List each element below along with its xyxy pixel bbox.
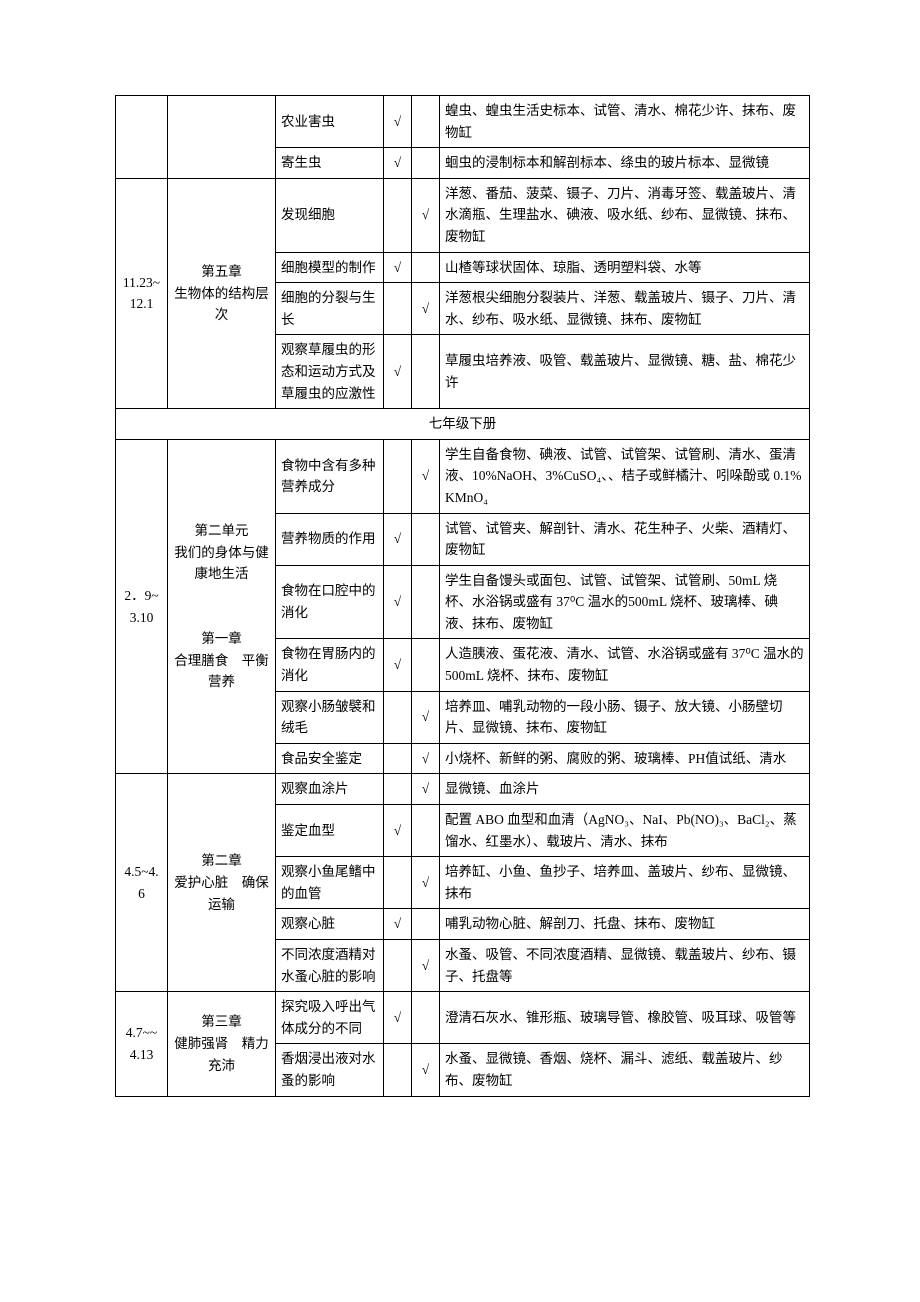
experiment-name: 食品安全鉴定: [276, 743, 384, 774]
experiment-name: 细胞的分裂与生长: [276, 283, 384, 335]
materials-cell: 草履虫培养液、吸管、载盖玻片、显微镜、糖、盐、棉花少许: [440, 335, 810, 409]
check-col-2: [412, 513, 440, 565]
check-col-2: √: [412, 774, 440, 805]
check-col-1: [384, 439, 412, 513]
check-col-2: [412, 805, 440, 857]
check-col-2: √: [412, 691, 440, 743]
section-header: 七年级下册: [116, 409, 810, 440]
experiment-name: 观察血涂片: [276, 774, 384, 805]
materials-cell: 山楂等球状固体、琼脂、透明塑料袋、水等: [440, 252, 810, 283]
check-col-1: √: [384, 252, 412, 283]
check-col-1: [384, 940, 412, 992]
check-col-2: √: [412, 857, 440, 909]
experiment-name: 营养物质的作用: [276, 513, 384, 565]
check-col-2: [412, 148, 440, 179]
check-col-1: √: [384, 992, 412, 1044]
check-col-1: [384, 691, 412, 743]
experiment-name: 食物在胃肠内的消化: [276, 639, 384, 691]
materials-cell: 澄清石灰水、锥形瓶、玻璃导管、橡胶管、吸耳球、吸管等: [440, 992, 810, 1044]
check-col-2: √: [412, 743, 440, 774]
date-cell: 2．9~3.10: [116, 439, 168, 774]
check-col-1: √: [384, 335, 412, 409]
check-col-1: √: [384, 565, 412, 639]
date-cell: [116, 96, 168, 179]
experiment-name: 观察小鱼尾鳍中的血管: [276, 857, 384, 909]
check-col-2: √: [412, 439, 440, 513]
materials-cell: 试管、试管夹、解剖针、清水、花生种子、火柴、酒精灯、废物缸: [440, 513, 810, 565]
check-col-1: √: [384, 805, 412, 857]
experiment-name: 发现细胞: [276, 178, 384, 252]
check-col-2: [412, 96, 440, 148]
materials-cell: 水蚤、吸管、不同浓度酒精、显微镜、载盖玻片、纱布、镊子、托盘等: [440, 940, 810, 992]
chapter-cell: 第五章生物体的结构层次: [168, 178, 276, 408]
check-col-1: [384, 743, 412, 774]
materials-cell: 洋葱、番茄、菠菜、镊子、刀片、消毒牙签、载盖玻片、清水滴瓶、生理盐水、碘液、吸水…: [440, 178, 810, 252]
materials-cell: 蝗虫、蝗虫生活史标本、试管、清水、棉花少许、抹布、废物缸: [440, 96, 810, 148]
check-col-2: [412, 639, 440, 691]
chapter-cell: [168, 96, 276, 179]
experiment-name: 香烟浸出液对水蚤的影响: [276, 1044, 384, 1096]
date-cell: 11.23~12.1: [116, 178, 168, 408]
materials-cell: 学生自备食物、碘液、试管、试管架、试管刷、清水、蛋清液、10%NaOH、3%Cu…: [440, 439, 810, 513]
check-col-2: √: [412, 283, 440, 335]
materials-cell: 人造胰液、蛋花液、清水、试管、水浴锅或盛有 37⁰C 温水的 500mL 烧杯、…: [440, 639, 810, 691]
materials-cell: 培养皿、哺乳动物的一段小肠、镊子、放大镜、小肠壁切片、显微镜、抹布、废物缸: [440, 691, 810, 743]
check-col-1: √: [384, 96, 412, 148]
materials-cell: 显微镜、血涂片: [440, 774, 810, 805]
check-col-1: √: [384, 909, 412, 940]
check-col-2: [412, 909, 440, 940]
chapter-cell: 第二单元我们的身体与健康地生活第一章合理膳食 平衡营养: [168, 439, 276, 774]
experiment-name: 食物在口腔中的消化: [276, 565, 384, 639]
check-col-2: √: [412, 1044, 440, 1096]
experiment-name: 寄生虫: [276, 148, 384, 179]
experiment-name: 探究吸入呼出气体成分的不同: [276, 992, 384, 1044]
materials-cell: 小烧杯、新鲜的粥、腐败的粥、玻璃棒、PH值试纸、清水: [440, 743, 810, 774]
experiment-name: 农业害虫: [276, 96, 384, 148]
materials-cell: 学生自备馒头或面包、试管、试管架、试管刷、50mL 烧杯、水浴锅或盛有 37⁰C…: [440, 565, 810, 639]
experiment-name: 观察小肠皱襞和绒毛: [276, 691, 384, 743]
check-col-2: [412, 992, 440, 1044]
check-col-1: √: [384, 513, 412, 565]
check-col-2: [412, 565, 440, 639]
check-col-1: [384, 774, 412, 805]
experiment-name: 不同浓度酒精对水蚤心脏的影响: [276, 940, 384, 992]
experiment-name: 细胞模型的制作: [276, 252, 384, 283]
check-col-1: [384, 283, 412, 335]
check-col-2: √: [412, 178, 440, 252]
materials-cell: 培养缸、小鱼、鱼抄子、培养皿、盖玻片、纱布、显微镜、抹布: [440, 857, 810, 909]
materials-cell: 配置 ABO 血型和血清（AgNO₃、NaI、Pb(NO)₃、BaCl₂、蒸馏水…: [440, 805, 810, 857]
materials-cell: 蛔虫的浸制标本和解剖标本、绦虫的玻片标本、显微镜: [440, 148, 810, 179]
chapter-cell: 第三章健肺强肾 精力充沛: [168, 992, 276, 1096]
materials-cell: 洋葱根尖细胞分裂装片、洋葱、载盖玻片、镊子、刀片、清水、纱布、吸水纸、显微镜、抹…: [440, 283, 810, 335]
experiment-name: 观察草履虫的形态和运动方式及草履虫的应激性: [276, 335, 384, 409]
materials-cell: 哺乳动物心脏、解剖刀、托盘、抹布、废物缸: [440, 909, 810, 940]
check-col-1: [384, 178, 412, 252]
check-col-2: [412, 252, 440, 283]
check-col-1: √: [384, 639, 412, 691]
experiment-schedule-table: 农业害虫√蝗虫、蝗虫生活史标本、试管、清水、棉花少许、抹布、废物缸寄生虫√蛔虫的…: [115, 95, 810, 1097]
date-cell: 4.7~~4.13: [116, 992, 168, 1096]
check-col-1: √: [384, 148, 412, 179]
experiment-name: 观察心脏: [276, 909, 384, 940]
check-col-1: [384, 1044, 412, 1096]
check-col-2: [412, 335, 440, 409]
check-col-2: √: [412, 940, 440, 992]
check-col-1: [384, 857, 412, 909]
date-cell: 4.5~4.6: [116, 774, 168, 992]
materials-cell: 水蚤、显微镜、香烟、烧杯、漏斗、滤纸、载盖玻片、纱布、废物缸: [440, 1044, 810, 1096]
chapter-cell: 第二章爱护心脏 确保运输: [168, 774, 276, 992]
experiment-name: 食物中含有多种营养成分: [276, 439, 384, 513]
experiment-name: 鉴定血型: [276, 805, 384, 857]
